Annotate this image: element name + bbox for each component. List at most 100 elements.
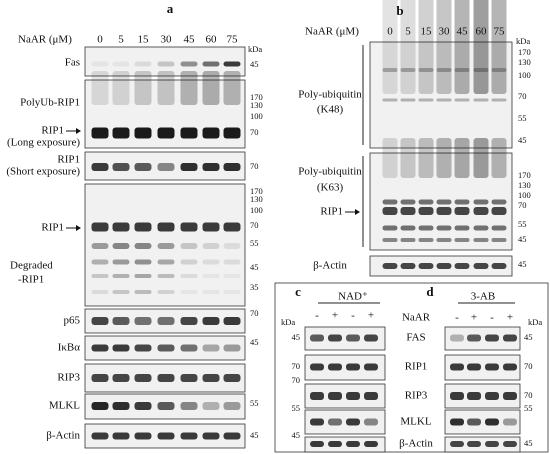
blot-label: RIP3 — [405, 390, 428, 402]
band — [400, 263, 416, 269]
band — [454, 207, 470, 215]
blot-label: PolyUb-RIP1 — [20, 97, 80, 109]
blot-label: RIP1 — [41, 125, 64, 137]
lane-label: 0 — [97, 34, 103, 46]
marker-label: 55 — [250, 238, 259, 248]
band — [223, 374, 241, 382]
band — [180, 222, 198, 232]
band — [180, 259, 198, 265]
band — [346, 334, 360, 342]
marker-label: 70 — [292, 375, 301, 385]
band — [454, 138, 470, 178]
band — [223, 163, 241, 171]
band — [157, 61, 175, 67]
band — [223, 222, 241, 232]
lane-label: 60 — [206, 34, 218, 46]
marker-label: 70 — [518, 200, 527, 210]
band — [223, 344, 241, 352]
lane-label: + — [471, 312, 477, 324]
band — [112, 317, 130, 325]
band — [112, 61, 130, 67]
band — [473, 238, 489, 242]
band — [454, 98, 470, 102]
band — [134, 344, 152, 352]
band — [400, 207, 416, 215]
band — [491, 263, 507, 269]
blot-label: FAS — [406, 332, 425, 344]
band — [223, 290, 241, 294]
blot-label: RIP1 — [41, 222, 64, 234]
band — [310, 392, 324, 400]
band — [91, 163, 109, 171]
band — [310, 334, 324, 342]
band — [223, 402, 241, 410]
band — [485, 441, 499, 447]
band — [454, 225, 470, 231]
marker-label: 45 — [518, 234, 527, 244]
panel-label: b — [396, 3, 403, 18]
band — [202, 274, 220, 278]
band — [202, 71, 220, 105]
band — [382, 0, 398, 94]
marker-label: 130 — [518, 180, 531, 190]
band — [485, 363, 499, 371]
band — [202, 127, 220, 139]
band — [382, 68, 398, 72]
band — [418, 68, 434, 72]
band — [382, 98, 398, 102]
band — [418, 199, 434, 205]
blot-label: Poly-ubiquitin — [298, 89, 362, 101]
band — [382, 263, 398, 269]
blot-label: Fas — [65, 57, 80, 69]
blot-label: (K48) — [317, 104, 344, 116]
band — [112, 243, 130, 249]
band — [91, 61, 109, 67]
band — [328, 418, 342, 426]
band — [223, 61, 241, 67]
band — [202, 402, 220, 410]
band — [503, 363, 517, 371]
marker-label: 70 — [250, 161, 259, 171]
band — [328, 334, 342, 342]
band — [180, 344, 198, 352]
band — [364, 418, 378, 426]
band — [134, 61, 152, 67]
marker-label: 170 — [250, 92, 263, 102]
band — [436, 199, 452, 205]
band — [223, 127, 241, 139]
band — [91, 402, 109, 410]
blot-label: p65 — [64, 315, 81, 327]
marker-label: 55 — [292, 403, 301, 413]
band — [112, 274, 130, 278]
treatment-label: NaAR (μM) — [305, 26, 359, 38]
band — [346, 363, 360, 371]
band — [157, 432, 175, 440]
blot — [444, 326, 521, 351]
blot-label: RIP3 — [57, 372, 80, 384]
marker-label: 70 — [524, 361, 533, 371]
band — [157, 402, 175, 410]
band — [473, 0, 489, 94]
band — [364, 392, 378, 400]
blot-label: β-Actin — [399, 438, 433, 450]
band — [467, 441, 481, 447]
panel-label: d — [426, 284, 434, 299]
lane-label: - — [455, 312, 459, 324]
lane-label: + — [332, 310, 338, 322]
band — [364, 334, 378, 342]
marker-label: 55 — [518, 113, 527, 123]
band — [400, 225, 416, 231]
band — [491, 138, 507, 178]
band — [400, 98, 416, 102]
band — [454, 238, 470, 242]
band — [202, 344, 220, 352]
marker-label: 55 — [524, 403, 533, 413]
band — [180, 290, 198, 294]
band — [202, 317, 220, 325]
band — [112, 432, 130, 440]
marker-label: 170 — [250, 186, 263, 196]
band — [491, 0, 507, 94]
band — [382, 207, 398, 215]
band — [328, 392, 342, 400]
blot — [304, 326, 386, 351]
